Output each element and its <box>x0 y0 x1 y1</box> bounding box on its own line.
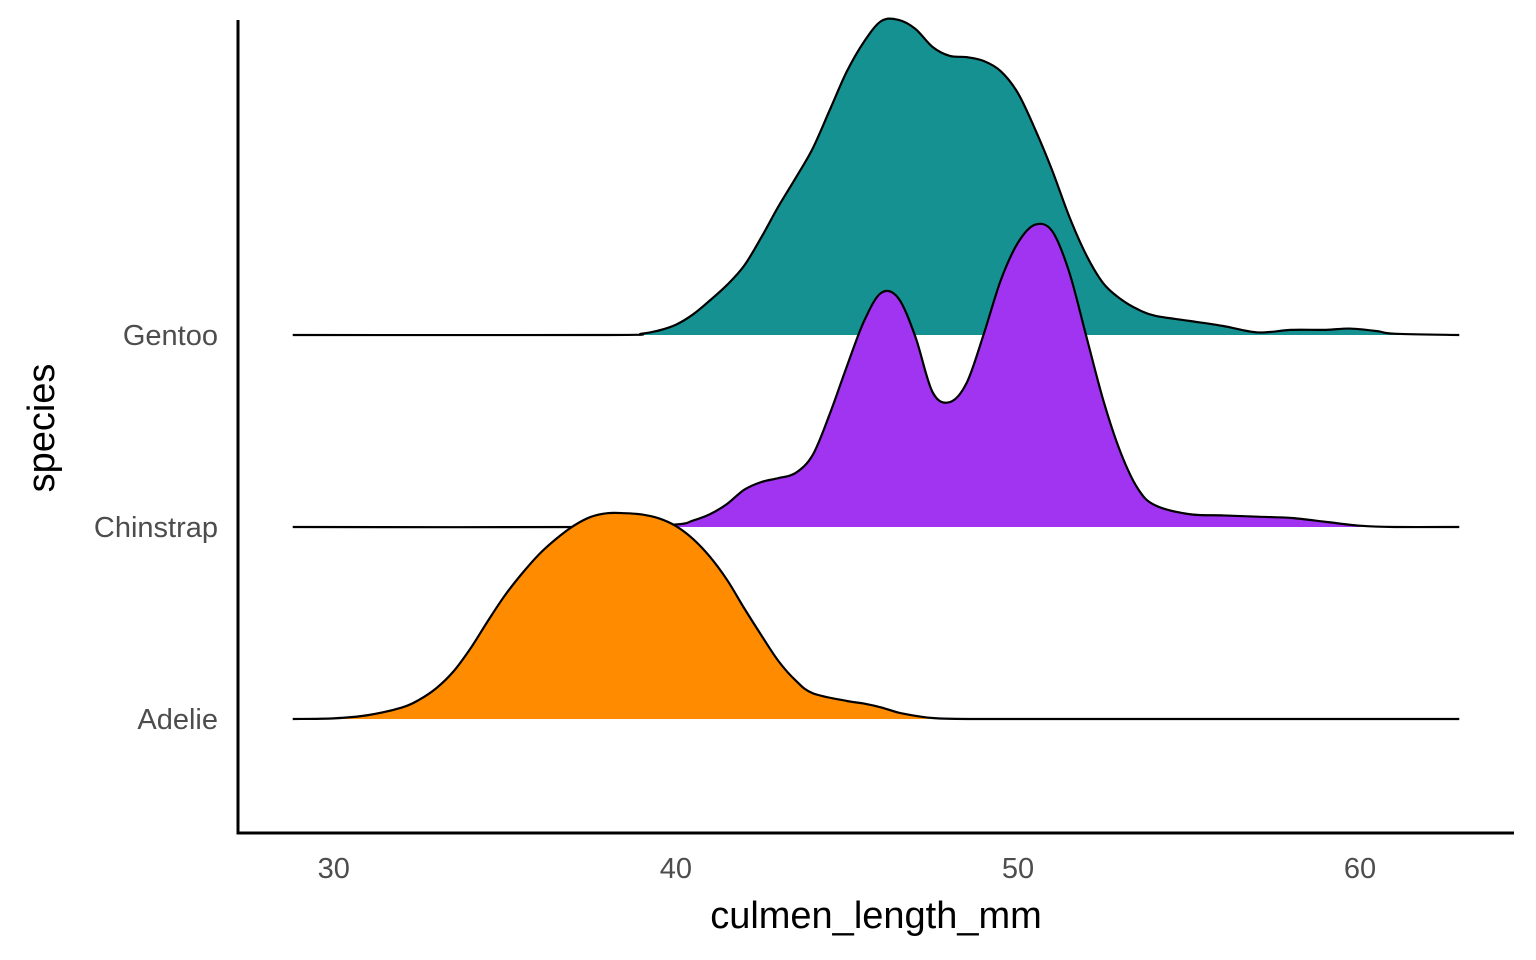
ridge-fill-chinstrap <box>292 223 1460 528</box>
y-tick-labels: Adelie Chinstrap Gentoo <box>94 320 218 736</box>
ridge-outline-gentoo <box>292 17 1460 337</box>
x-tick-label-30: 30 <box>318 853 350 885</box>
ridge-outline-adelie <box>292 511 1460 721</box>
ridge-adelie <box>292 511 1460 721</box>
ridge-gentoo <box>292 17 1460 337</box>
x-tick-labels: 30 40 50 60 <box>318 853 1377 885</box>
ridge-chinstrap <box>292 222 1460 529</box>
ridge-fill-gentoo <box>292 18 1460 336</box>
y-tick-label-adelie: Adelie <box>137 704 218 736</box>
x-tick-label-60: 60 <box>1344 853 1376 885</box>
x-tick-label-40: 40 <box>660 853 692 885</box>
y-axis-title: species <box>21 364 63 493</box>
x-tick-label-50: 50 <box>1002 853 1034 885</box>
y-tick-label-chinstrap: Chinstrap <box>94 512 218 544</box>
axes-group <box>236 20 1514 835</box>
ridges-group <box>292 17 1460 721</box>
ridge-outline-chinstrap <box>292 222 1460 529</box>
ridge-fill-adelie <box>292 512 1460 720</box>
x-axis-title: culmen_length_mm <box>710 895 1042 937</box>
y-tick-label-gentoo: Gentoo <box>123 320 218 352</box>
